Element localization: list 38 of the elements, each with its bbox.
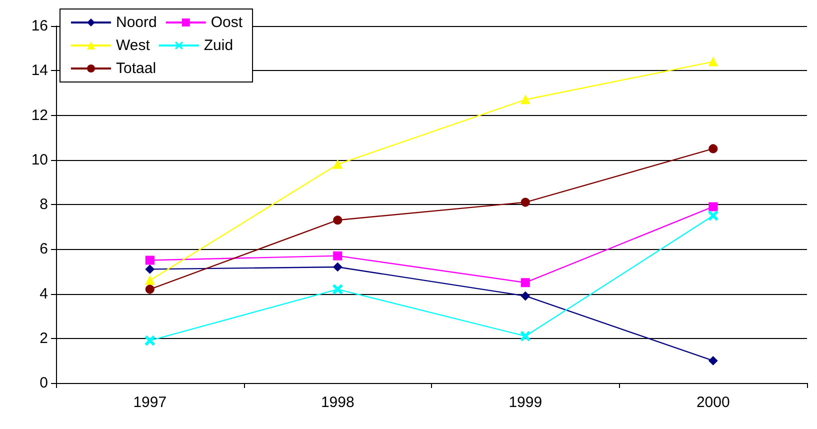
point: [333, 160, 342, 169]
x-tick-label: 1998: [320, 394, 354, 411]
y-tick-label: 10: [31, 151, 48, 168]
legend-label: Totaal: [116, 60, 156, 77]
point: [520, 331, 530, 342]
point: [332, 284, 343, 294]
point: [520, 198, 530, 207]
point: [520, 95, 530, 104]
y-tick-label: 2: [40, 330, 48, 347]
point: [708, 144, 718, 154]
x-tick-label: 1997: [133, 394, 167, 411]
point: [520, 291, 530, 300]
y-tick-label: 16: [31, 18, 48, 34]
point: [708, 210, 718, 221]
y-tick-label: 0: [40, 374, 48, 392]
point: [144, 336, 155, 346]
point: [708, 202, 718, 212]
legend-label: Zuid: [204, 37, 234, 54]
y-tick-label: 6: [40, 240, 48, 258]
x-tick-label: 1999: [508, 394, 542, 411]
y-tick-label: 14: [31, 62, 48, 80]
legend-label: Oost: [210, 14, 244, 31]
point: [145, 276, 154, 285]
y-tick-label: 4: [40, 285, 48, 302]
point: [520, 278, 530, 288]
y-tick-label: 8: [40, 196, 48, 213]
point: [333, 262, 342, 272]
point: [708, 356, 718, 366]
legend-label: Noord: [116, 14, 157, 31]
point: [145, 256, 154, 265]
legend-label: West: [116, 37, 151, 54]
point: [333, 216, 342, 225]
x-tick-label: 2000: [696, 394, 730, 411]
point: [145, 284, 154, 294]
point: [145, 264, 154, 274]
point: [708, 57, 718, 66]
point: [333, 251, 342, 260]
y-tick-label: 12: [31, 106, 48, 124]
